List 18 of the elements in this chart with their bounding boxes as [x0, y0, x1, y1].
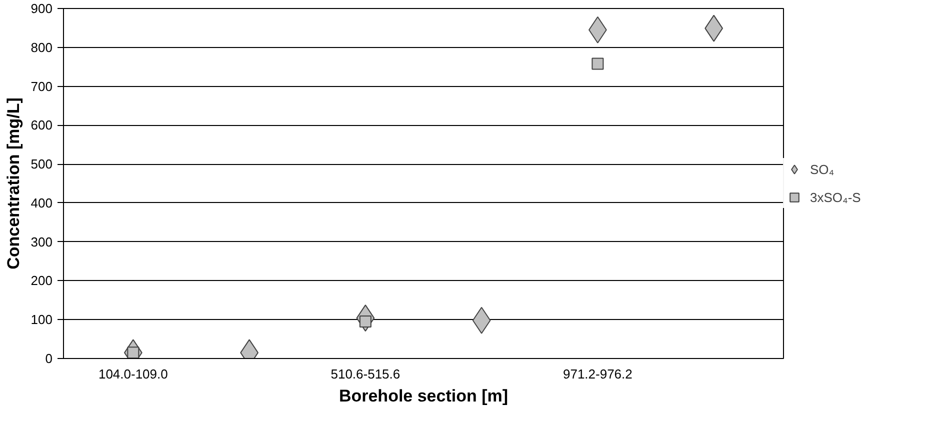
y-tick-label: 200 [30, 273, 53, 288]
y-tick-label: 600 [30, 118, 53, 133]
y-tick-label: 100 [30, 312, 53, 328]
x-tick-label: 510.6-515.6 [330, 366, 400, 382]
legend-label: SO₄ [810, 162, 834, 176]
y-tick-label: 300 [30, 234, 53, 250]
legend-label: 3xSO₄-S [810, 190, 861, 204]
y-tick-label: 400 [30, 195, 53, 210]
x-tick-label: 971.2-976.2 [562, 366, 632, 382]
y-tick-label: 0 [45, 351, 53, 366]
y-axis-title: Concentration [mg/L] [4, 98, 23, 270]
x-axis-title: Borehole section [m] [338, 386, 508, 406]
y-tick-label: 700 [30, 78, 53, 94]
y-tick-label: 800 [30, 40, 53, 55]
y-tick-label: 500 [30, 156, 53, 172]
y-tick-label: 900 [30, 1, 53, 16]
x-tick-label: 104.0-109.0 [98, 366, 168, 382]
point [592, 58, 604, 70]
